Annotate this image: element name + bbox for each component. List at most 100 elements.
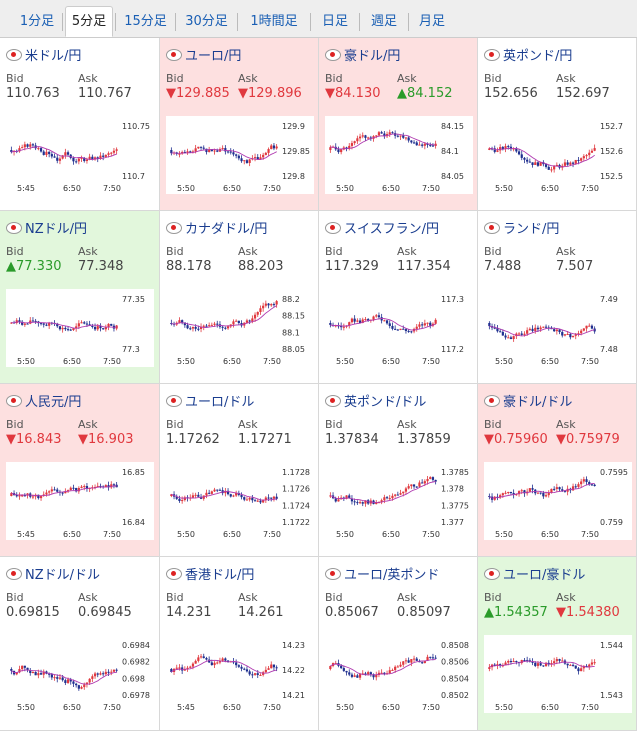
pair-name[interactable]: カナダドル/円 <box>185 222 268 237</box>
mini-chart[interactable]: 110.75 110.7 5:45 6:50 7:50 <box>6 116 154 194</box>
ask-label: Ask <box>238 591 258 604</box>
candle-body <box>210 662 213 666</box>
pair-card[interactable]: NZドル/円 Bid Ask ▲77.330 77.348 77.35 77.3 5:50 6:… <box>0 211 160 384</box>
candle-body <box>91 156 94 160</box>
pair-card[interactable]: ユーロ/ドル Bid Ask 1.17262 1.17271 1.1728 1.1726 1.… <box>160 384 319 557</box>
pair-name[interactable]: ユーロ/豪ドル <box>503 568 586 583</box>
mini-chart[interactable]: 0.8508 0.8506 0.8504 0.8502 5:50 6:50 7:50 <box>325 635 473 713</box>
mini-chart[interactable]: 88.2 88.15 88.1 88.05 5:50 6:50 7:50 <box>166 289 314 367</box>
pair-card[interactable]: ユーロ/円 Bid Ask ▼129.885 ▼129.896 129.9 129.85 12… <box>160 38 319 211</box>
tab-1[interactable]: 5分足 <box>65 6 113 37</box>
candle-body <box>342 326 345 328</box>
pair-card[interactable]: ランド/円 Bid Ask 7.488 7.507 7.49 7.48 5:50 6:50 7:5… <box>478 211 637 384</box>
mini-chart[interactable]: 77.35 77.3 5:50 6:50 7:50 <box>6 289 154 367</box>
mini-chart[interactable]: 1.1728 1.1726 1.1724 1.1722 5:50 6:50 7:50 <box>166 462 314 540</box>
candle-body <box>232 152 235 155</box>
mini-chart[interactable]: 14.23 14.22 14.21 5:45 6:50 7:50 <box>166 635 314 713</box>
pair-title[interactable]: ユーロ/豪ドル <box>484 564 586 583</box>
candle-body <box>256 673 259 675</box>
pair-title[interactable]: ユーロ/ドル <box>166 391 255 410</box>
pair-card[interactable]: 米ドル/円 Bid Ask 110.763 110.767 110.75 110.7 5:45… <box>0 38 160 211</box>
pair-name[interactable]: NZドル/ドル <box>25 568 101 583</box>
pair-title[interactable]: 豪ドル/ドル <box>484 391 573 410</box>
pair-card[interactable]: カナダドル/円 Bid Ask 88.178 88.203 88.2 88.15 88.1 88… <box>160 211 319 384</box>
tab-2[interactable]: 15分足 <box>124 14 167 29</box>
mini-chart[interactable]: 0.6984 0.6982 0.698 0.6978 5:50 6:50 7:50 <box>6 635 154 713</box>
candle-body <box>183 322 186 326</box>
pair-title[interactable]: 英ポンド/ドル <box>325 391 427 410</box>
bid-price: 1.37834 <box>325 432 379 447</box>
candle-body <box>585 155 588 157</box>
pair-title[interactable]: 英ポンド/円 <box>484 45 573 64</box>
pair-name[interactable]: NZドル/円 <box>25 222 88 237</box>
pair-name[interactable]: 米ドル/円 <box>25 49 82 64</box>
pair-card[interactable]: スイスフラン/円 Bid Ask 117.329 117.354 117.3 117.2 5:… <box>319 211 478 384</box>
pair-card[interactable]: ユーロ/豪ドル Bid Ask ▲1.54357 ▼1.54380 1.544 1.543 5… <box>478 557 637 731</box>
candlestick-chart: 77.35 77.3 5:50 6:50 7:50 <box>10 295 145 366</box>
pair-card[interactable]: NZドル/ドル Bid Ask 0.69815 0.69845 0.6984 0.6982 0… <box>0 557 160 731</box>
pair-name[interactable]: 豪ドル/円 <box>344 49 401 64</box>
pair-title[interactable]: ユーロ/英ポンド <box>325 564 440 583</box>
pair-title[interactable]: 人民元/円 <box>6 391 82 410</box>
pair-card[interactable]: 人民元/円 Bid Ask ▼16.843 ▼16.903 16.85 16.84 5:45 6… <box>0 384 160 557</box>
pair-card[interactable]: ユーロ/英ポンド Bid Ask 0.85067 0.85097 0.8508 0.8506… <box>319 557 478 731</box>
candle-body <box>202 656 205 659</box>
pair-name[interactable]: 豪ドル/ドル <box>503 395 573 410</box>
y-tick-label: 0.8508 <box>441 641 469 650</box>
pair-name[interactable]: スイスフラン/円 <box>344 222 439 237</box>
tab-0[interactable]: 1分足 <box>19 14 55 29</box>
candle-body <box>536 663 540 666</box>
pair-card[interactable]: 英ポンド/ドル Bid Ask 1.37834 1.37859 1.3785 1.378 1.… <box>319 384 478 557</box>
pair-name[interactable]: 英ポンド/ドル <box>344 395 427 410</box>
candle-body <box>512 661 515 663</box>
pair-name[interactable]: ランド/円 <box>503 222 560 237</box>
x-tick-label: 5:50 <box>177 184 195 193</box>
mini-chart[interactable]: 7.49 7.48 5:50 6:50 7:50 <box>484 289 632 367</box>
pair-title[interactable]: NZドル/ドル <box>6 564 101 583</box>
tab-6[interactable]: 週足 <box>370 14 397 29</box>
pair-title[interactable]: NZドル/円 <box>6 218 88 237</box>
pair-name[interactable]: 人民元/円 <box>25 395 82 410</box>
ask-label: Ask <box>556 418 576 431</box>
candle-body <box>10 493 13 496</box>
candle-body <box>588 325 591 327</box>
mini-chart[interactable]: 117.3 117.2 5:50 6:50 7:50 <box>325 289 473 367</box>
tab-5[interactable]: 日足 <box>321 14 348 29</box>
pair-name[interactable]: 香港ドル/円 <box>185 568 255 583</box>
pair-name[interactable]: 英ポンド/円 <box>503 49 573 64</box>
mini-chart[interactable]: 0.7595 0.759 5:50 6:50 7:50 <box>484 462 632 540</box>
y-tick-label: 117.3 <box>441 295 464 304</box>
mini-chart[interactable]: 16.85 16.84 5:45 6:50 7:50 <box>6 462 154 540</box>
mini-chart[interactable]: 1.3785 1.378 1.3775 1.377 5:50 6:50 7:50 <box>325 462 473 540</box>
tab-7[interactable]: 月足 <box>418 14 445 29</box>
pair-title[interactable]: 豪ドル/円 <box>325 45 401 64</box>
tab-4[interactable]: 1時間足 <box>250 14 298 29</box>
candle-body <box>550 488 553 493</box>
pair-name[interactable]: ユーロ/ドル <box>185 395 255 410</box>
pair-card[interactable]: 香港ドル/円 Bid Ask 14.231 14.261 14.23 14.22 14.21 5… <box>160 557 319 731</box>
pair-name[interactable]: ユーロ/英ポンド <box>344 568 440 583</box>
pair-card[interactable]: 豪ドル/円 Bid Ask ▼84.130 ▲84.152 84.15 84.1 84.05 5… <box>319 38 478 211</box>
pair-title[interactable]: ランド/円 <box>484 218 560 237</box>
mini-chart[interactable]: 1.544 1.543 5:50 6:50 7:50 <box>484 635 632 713</box>
candle-body <box>264 669 267 673</box>
mini-chart[interactable]: 129.9 129.85 129.8 5:50 6:50 7:50 <box>166 116 314 194</box>
candle-body <box>226 660 230 662</box>
ask-label: Ask <box>238 245 258 258</box>
pair-title[interactable]: 香港ドル/円 <box>166 564 255 583</box>
pair-name[interactable]: ユーロ/円 <box>185 49 242 64</box>
mini-chart[interactable]: 84.15 84.1 84.05 5:50 6:50 7:50 <box>325 116 473 194</box>
candle-body <box>499 495 502 498</box>
candle-body <box>21 665 24 670</box>
tab-3[interactable]: 30分足 <box>185 14 228 29</box>
pair-card[interactable]: 英ポンド/円 Bid Ask 152.656 152.697 152.7 152.6 152.… <box>478 38 637 211</box>
pair-title[interactable]: スイスフラン/円 <box>325 218 439 237</box>
pair-title[interactable]: 米ドル/円 <box>6 45 82 64</box>
candle-body <box>561 660 564 662</box>
pair-title[interactable]: カナダドル/円 <box>166 218 268 237</box>
mini-chart[interactable]: 152.7 152.6 152.5 5:50 6:50 7:50 <box>484 116 632 194</box>
tab-separator <box>310 13 311 31</box>
pair-title[interactable]: ユーロ/円 <box>166 45 242 64</box>
candle-body <box>216 150 219 152</box>
pair-card[interactable]: 豪ドル/ドル Bid Ask ▼0.75960 ▼0.75979 0.7595 0.759 5… <box>478 384 637 557</box>
